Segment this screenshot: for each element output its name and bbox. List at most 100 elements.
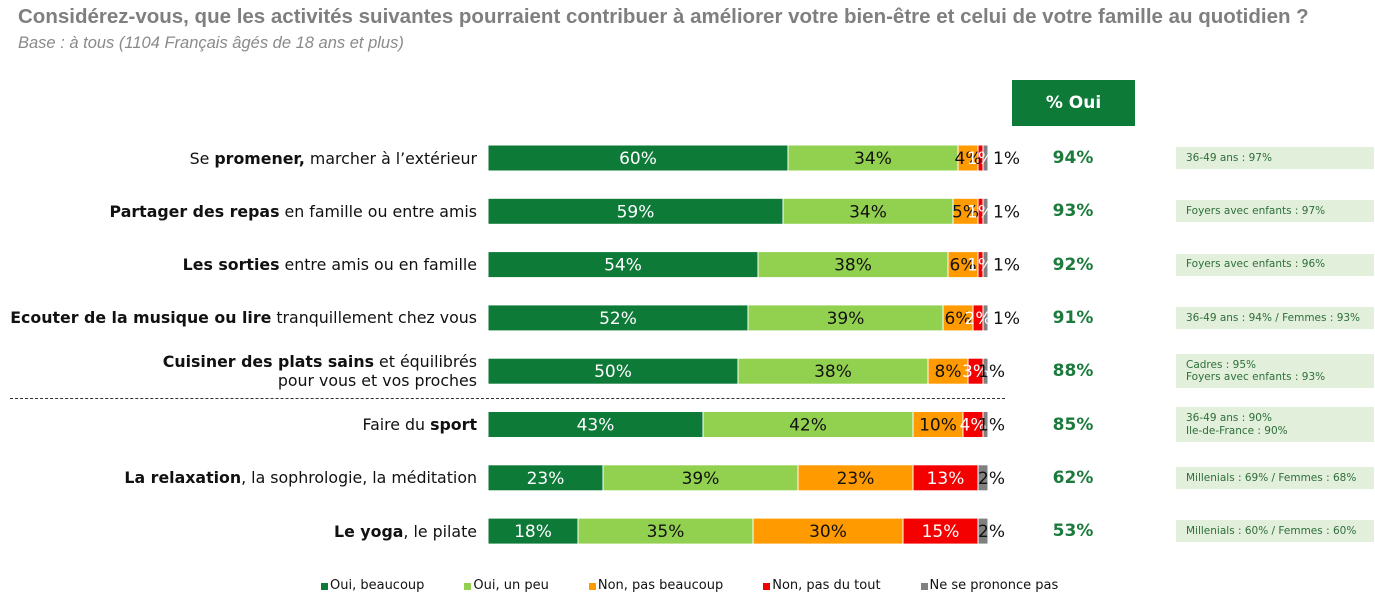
oui-total-suffix: % (1076, 254, 1094, 275)
category-label-part: Faire du (362, 415, 431, 434)
value-suffix: % (978, 256, 994, 276)
category-label-bold-part: promener, (214, 148, 305, 168)
bar-segment-non-pas-beaucoup (797, 464, 914, 492)
bar-segment-oui-beaucoup (487, 517, 579, 545)
segment-note: 36-49 ans : 94% / Femmes : 93% (1176, 306, 1374, 329)
legend-label: Oui, un peu (473, 578, 549, 593)
value-suffix: % (811, 416, 827, 436)
legend-item-oui-un-peu: Oui, un peu (464, 578, 549, 594)
value-number: 52 (599, 309, 621, 329)
value-number: 60 (619, 149, 641, 169)
category-label-line: Partager des repas en famille ou entre a… (110, 202, 477, 221)
value-number: 35 (647, 522, 669, 542)
oui-total-suffix: % (1076, 361, 1094, 382)
category-label: Ecouter de la musique ou lire tranquille… (10, 308, 477, 327)
value-label-oui-beaucoup: 60% (619, 149, 657, 169)
value-number: 10 (919, 416, 941, 436)
category-label-bold-part: Partager des repas (109, 201, 280, 221)
value-number: 1 (993, 202, 1004, 222)
category-label-part: entre amis ou en famille (279, 255, 478, 275)
oui-total-value: 53% (1028, 521, 1118, 541)
oui-total-value: 62% (1028, 468, 1118, 488)
value-label-ne-se-prononce-pas: 1% (993, 309, 1020, 329)
value-label-ne-se-prononce-pas: 1% (993, 256, 1020, 276)
value-suffix: % (1004, 256, 1020, 276)
value-number: 34 (854, 149, 876, 169)
segment-note-line: Foyers avec enfants : 93% (1186, 371, 1326, 384)
value-suffix: % (616, 362, 632, 382)
category-label-part: , le pilate (403, 521, 477, 541)
value-number: 1 (967, 256, 978, 276)
chart-legend: Oui, beaucoup Oui, un peu Non, pas beaucou… (321, 578, 1058, 594)
value-suffix: % (955, 309, 971, 329)
legend-label: Oui, beaucoup (330, 578, 425, 593)
value-number: 38 (834, 256, 856, 276)
category-label-bold-part: Le yoga (334, 521, 404, 541)
legend-swatch (321, 582, 328, 590)
value-label-ne-se-prononce-pas: 1% (978, 362, 1005, 382)
value-number: 1 (967, 149, 978, 169)
value-number: 23 (527, 469, 549, 489)
value-suffix: % (960, 256, 976, 276)
bar-segment-oui-un-peu (782, 197, 954, 225)
segment-note: Millenials : 69% / Femmes : 68% (1176, 466, 1374, 489)
value-label-non-pas-du-tout: 13% (927, 469, 965, 489)
value-suffix: % (970, 416, 986, 436)
category-label-bold-part: Les sorties (182, 255, 280, 275)
value-suffix: % (831, 522, 847, 542)
value-suffix: % (548, 469, 564, 489)
bar-segment-oui-beaucoup (487, 464, 604, 492)
value-number: 13 (927, 469, 949, 489)
oui-total-suffix: % (1076, 467, 1094, 488)
value-suffix: % (536, 522, 552, 542)
value-number: 8 (935, 362, 946, 382)
value-number: 1 (978, 416, 989, 436)
value-label-oui-un-peu: 38% (814, 362, 852, 382)
value-label-oui-un-peu: 35% (647, 522, 685, 542)
category-label-bold-part: La relaxation (124, 468, 242, 488)
value-suffix: % (638, 202, 654, 222)
value-suffix: % (876, 149, 892, 169)
bar-segment-oui-beaucoup (487, 304, 749, 332)
value-number: 2 (965, 309, 976, 329)
oui-total-suffix: % (1076, 201, 1094, 222)
value-number: 1 (993, 256, 1004, 276)
value-number: 6 (945, 309, 956, 329)
value-label-oui-beaucoup: 52% (599, 309, 637, 329)
value-number: 1 (993, 309, 1004, 329)
value-label-ne-se-prononce-pas: 1% (993, 149, 1020, 169)
value-number: 15 (922, 522, 944, 542)
value-label-non-pas-beaucoup: 30% (809, 522, 847, 542)
value-suffix: % (965, 149, 981, 169)
value-number: 4 (955, 149, 966, 169)
category-label-part: Se (189, 148, 215, 168)
value-suffix: % (858, 469, 874, 489)
segment-note-line: Cadres : 95% (1186, 358, 1256, 371)
value-label-oui-un-peu: 39% (682, 469, 720, 489)
value-label-oui-un-peu: 34% (854, 149, 892, 169)
category-label-part: en famille ou entre amis (279, 201, 478, 221)
legend-item-non-pas-beaucoup: Non, pas beaucoup (588, 578, 723, 594)
category-label: Le yoga, le pilate (334, 522, 477, 541)
oui-total-number: 88 (1052, 361, 1077, 382)
value-number: 39 (827, 309, 849, 329)
category-label: Faire du sport (362, 415, 477, 434)
bar-segment-ne-se-prononce-pas (982, 197, 989, 225)
oui-total-number: 93 (1052, 201, 1077, 222)
value-suffix: % (626, 256, 642, 276)
value-label-non-pas-beaucoup: 6% (950, 256, 977, 276)
value-label-oui-beaucoup: 50% (594, 362, 632, 382)
value-number: 30 (809, 522, 831, 542)
bar-segment-oui-beaucoup (487, 411, 704, 438)
category-label-part: tranquillement chez vous (271, 308, 477, 328)
value-label-non-pas-du-tout: 3% (962, 362, 989, 382)
value-number: 18 (514, 522, 536, 542)
value-suffix: % (668, 522, 684, 542)
value-number: 54 (604, 256, 626, 276)
bar-segment-oui-un-peu (577, 517, 754, 545)
value-label-oui-un-peu: 34% (849, 202, 887, 222)
value-suffix: % (856, 256, 872, 276)
legend-item-non-pas-du-tout: Non, pas du tout (763, 578, 881, 594)
value-suffix: % (989, 362, 1005, 382)
